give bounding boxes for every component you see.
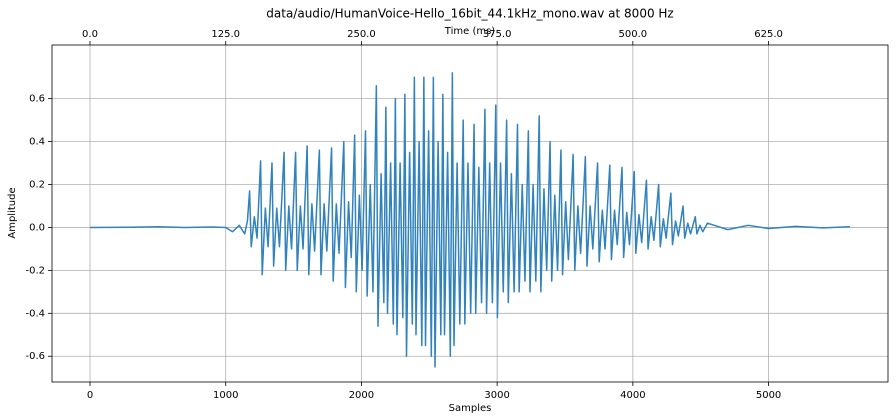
y-tick-label: -0.6 [25,351,45,362]
y-tick-label: -0.2 [25,265,45,276]
y-tick-label: -0.4 [25,308,45,319]
x-tick-label: 1000 [213,390,238,401]
y-tick-label: 0.0 [29,222,45,233]
y-tick-label: 0.6 [29,94,45,105]
x2-axis-label: Time (ms) [444,26,496,37]
y-tick-label: 0.4 [29,137,45,148]
x2-tick-label: 125.0 [211,29,240,40]
waveform-line [89,72,851,368]
y-tick-label: 0.2 [29,180,45,191]
x-tick-label: 2000 [349,390,374,401]
x2-tick-label: 375.0 [483,29,512,40]
x-axis-label: Samples [449,403,492,414]
x2-tick-label: 625.0 [754,29,783,40]
plot-frame [51,44,889,383]
x-tick-label: 4000 [620,390,645,401]
x-tick-label: 3000 [484,390,509,401]
x2-tick-label: 500.0 [619,29,648,40]
x2-tick-label: 0.0 [82,29,98,40]
x-tick-label: 5000 [756,390,781,401]
x-tick-label: 0 [87,390,93,401]
x2-tick-label: 250.0 [347,29,376,40]
y-axis-label: Amplitude [7,187,18,238]
chart-title: data/audio/HumanVoice-Hello_16bit_44.1kH… [266,7,673,21]
